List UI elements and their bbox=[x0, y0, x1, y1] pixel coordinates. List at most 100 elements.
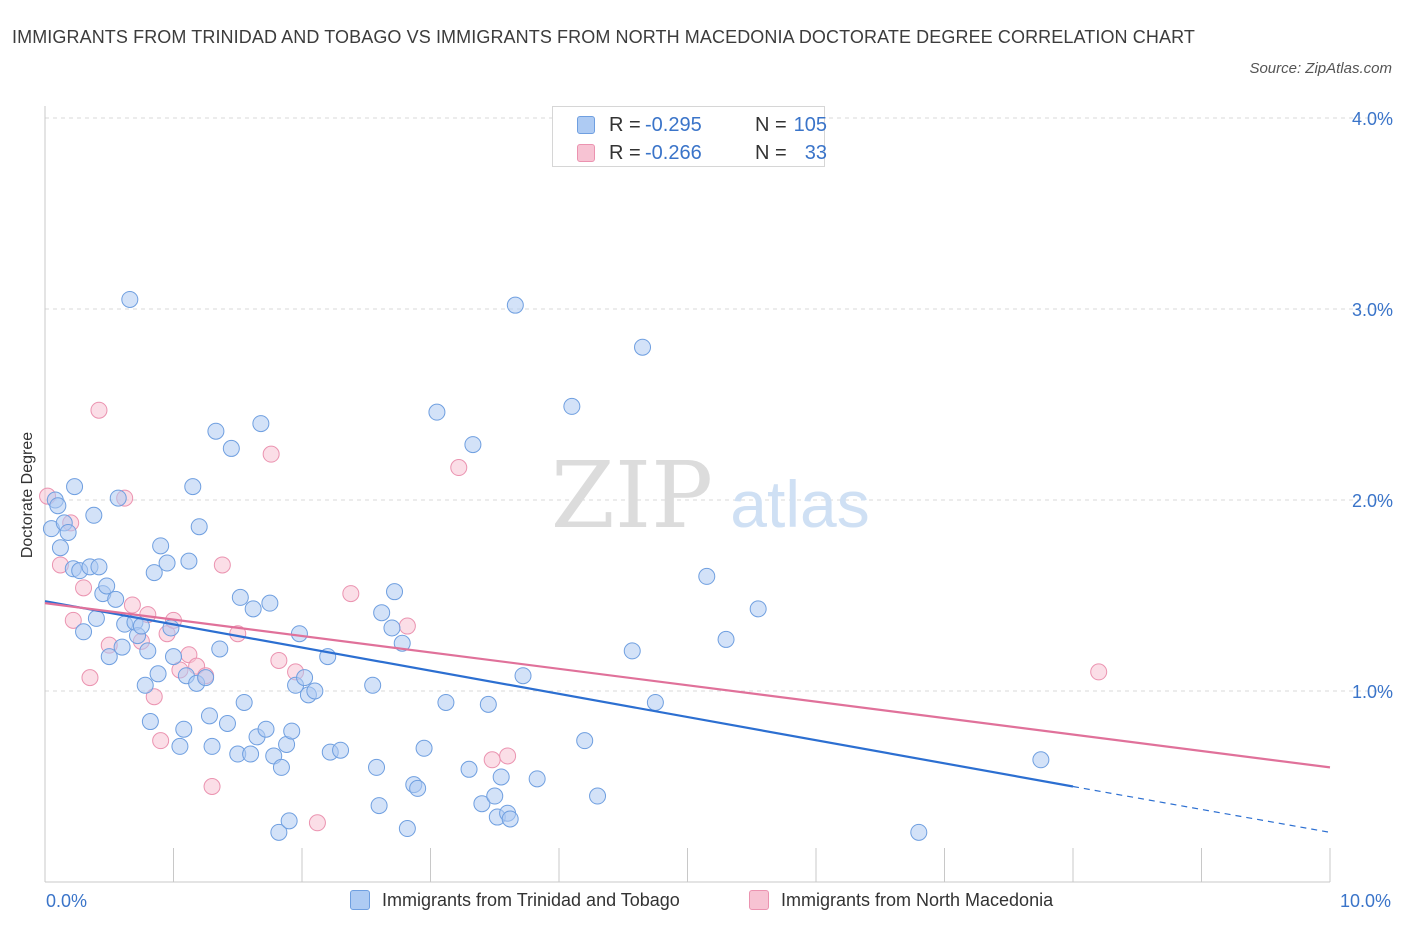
data-point-trinidad-tobago bbox=[87, 609, 105, 627]
data-point-trinidad-tobago bbox=[145, 564, 163, 582]
data-point-trinidad-tobago bbox=[272, 758, 290, 776]
data-point-north-macedonia bbox=[262, 445, 280, 463]
chart-title: IMMIGRANTS FROM TRINIDAD AND TOBAGO VS I… bbox=[12, 27, 1195, 47]
legend-r-label: R = bbox=[609, 114, 641, 136]
data-point-trinidad-tobago bbox=[910, 823, 928, 841]
data-point-trinidad-tobago bbox=[75, 623, 93, 641]
legend-r-value: -0.266 bbox=[645, 142, 702, 164]
data-point-trinidad-tobago bbox=[717, 630, 735, 648]
data-point-trinidad-tobago bbox=[180, 552, 198, 570]
data-point-trinidad-tobago bbox=[90, 558, 108, 576]
y-tick-label: 2.0% bbox=[1352, 491, 1393, 511]
data-point-north-macedonia bbox=[145, 688, 163, 706]
data-point-trinidad-tobago bbox=[107, 590, 125, 608]
data-point-trinidad-tobago bbox=[460, 760, 478, 778]
data-point-north-macedonia bbox=[270, 651, 288, 669]
data-point-north-macedonia bbox=[450, 459, 468, 477]
data-point-trinidad-tobago bbox=[113, 638, 131, 656]
data-point-trinidad-tobago bbox=[437, 693, 455, 711]
data-point-north-macedonia bbox=[398, 617, 416, 635]
legend-n-label: N = bbox=[755, 142, 787, 164]
data-point-trinidad-tobago bbox=[252, 415, 270, 433]
data-point-trinidad-tobago bbox=[306, 682, 324, 700]
data-point-trinidad-tobago bbox=[290, 625, 308, 643]
data-point-trinidad-tobago bbox=[280, 812, 298, 830]
y-tick-label: 3.0% bbox=[1352, 300, 1393, 320]
data-point-trinidad-tobago bbox=[231, 588, 249, 606]
data-point-trinidad-tobago bbox=[100, 648, 118, 666]
data-point-north-macedonia bbox=[499, 747, 517, 765]
x-tick-label-max: 10.0% bbox=[1340, 891, 1392, 911]
data-point-trinidad-tobago bbox=[136, 676, 154, 694]
data-point-trinidad-tobago bbox=[623, 642, 641, 660]
data-point-north-macedonia bbox=[308, 814, 326, 832]
data-point-trinidad-tobago bbox=[514, 667, 532, 685]
data-point-trinidad-tobago bbox=[296, 669, 314, 687]
series-trinidad-tobago-points bbox=[42, 290, 1050, 841]
trend-lines bbox=[44, 600, 1331, 833]
data-point-trinidad-tobago bbox=[261, 594, 279, 612]
x-tick-label-min: 0.0% bbox=[46, 891, 88, 911]
data-point-trinidad-tobago bbox=[211, 640, 229, 658]
legend-n-value: 105 bbox=[793, 114, 827, 136]
data-point-trinidad-tobago bbox=[197, 669, 215, 687]
legend-n-label: N = bbox=[755, 114, 787, 136]
data-point-trinidad-tobago bbox=[332, 741, 350, 759]
data-point-trinidad-tobago bbox=[492, 768, 510, 786]
bottom-legend-swatch-blue bbox=[350, 890, 370, 910]
data-point-trinidad-tobago bbox=[373, 604, 391, 622]
data-point-north-macedonia bbox=[90, 401, 108, 419]
data-point-trinidad-tobago bbox=[235, 693, 253, 711]
data-point-north-macedonia bbox=[342, 585, 360, 603]
data-point-trinidad-tobago bbox=[634, 338, 652, 356]
data-point-trinidad-tobago bbox=[1032, 751, 1050, 769]
bottom-legend-swatch-pink bbox=[749, 890, 769, 910]
data-point-trinidad-tobago bbox=[479, 695, 497, 713]
watermark-atlas: atlas bbox=[730, 467, 869, 541]
data-point-trinidad-tobago bbox=[171, 737, 189, 755]
data-point-trinidad-tobago bbox=[98, 577, 116, 595]
data-point-trinidad-tobago bbox=[51, 539, 69, 557]
data-point-trinidad-tobago bbox=[370, 797, 388, 815]
correlation-legend: R = -0.295 N = 105 R = -0.266 N = 33 bbox=[552, 106, 827, 167]
data-point-north-macedonia bbox=[81, 669, 99, 687]
data-point-trinidad-tobago bbox=[386, 583, 404, 601]
data-point-trinidad-tobago bbox=[383, 619, 401, 637]
grid-lines bbox=[45, 117, 1392, 692]
bottom-legend-trinidad-tobago: Immigrants from Trinidad and Tobago bbox=[350, 890, 680, 911]
data-point-trinidad-tobago bbox=[158, 554, 176, 572]
data-point-trinidad-tobago bbox=[749, 600, 767, 618]
data-point-trinidad-tobago bbox=[698, 567, 716, 585]
y-tick-labels: 1.0% 2.0% 3.0% 4.0% bbox=[1352, 109, 1393, 702]
data-point-trinidad-tobago bbox=[165, 648, 182, 666]
data-point-trinidad-tobago bbox=[203, 737, 221, 755]
legend-n-value: 33 bbox=[804, 142, 827, 164]
data-point-trinidad-tobago bbox=[141, 713, 159, 731]
data-point-trinidad-tobago bbox=[59, 523, 77, 541]
data-point-trinidad-tobago bbox=[109, 489, 127, 507]
data-point-north-macedonia bbox=[64, 611, 82, 629]
y-tick-label: 1.0% bbox=[1352, 682, 1393, 702]
data-point-trinidad-tobago bbox=[121, 290, 139, 308]
data-point-trinidad-tobago bbox=[66, 478, 84, 496]
data-point-trinidad-tobago bbox=[486, 787, 504, 805]
trendline-trinidad-tobago-extension bbox=[1072, 785, 1331, 833]
data-point-north-macedonia bbox=[483, 751, 501, 769]
watermark-zip: ZIP bbox=[551, 442, 713, 549]
data-point-north-macedonia bbox=[203, 778, 221, 795]
data-point-trinidad-tobago bbox=[473, 795, 491, 813]
trendline-trinidad-tobago bbox=[44, 600, 1074, 788]
data-point-trinidad-tobago bbox=[501, 810, 519, 828]
data-point-trinidad-tobago bbox=[184, 478, 202, 496]
bottom-legend-north-macedonia: Immigrants from North Macedonia bbox=[749, 890, 1053, 911]
data-point-north-macedonia bbox=[1090, 663, 1108, 681]
source-credit: Source: ZipAtlas.com bbox=[1249, 60, 1392, 77]
data-point-trinidad-tobago bbox=[506, 296, 524, 314]
data-point-trinidad-tobago bbox=[398, 820, 416, 838]
data-point-trinidad-tobago bbox=[242, 745, 260, 763]
data-point-trinidad-tobago bbox=[85, 506, 103, 524]
data-point-trinidad-tobago bbox=[149, 665, 167, 683]
data-point-trinidad-tobago bbox=[257, 720, 275, 738]
data-point-trinidad-tobago bbox=[576, 732, 594, 750]
